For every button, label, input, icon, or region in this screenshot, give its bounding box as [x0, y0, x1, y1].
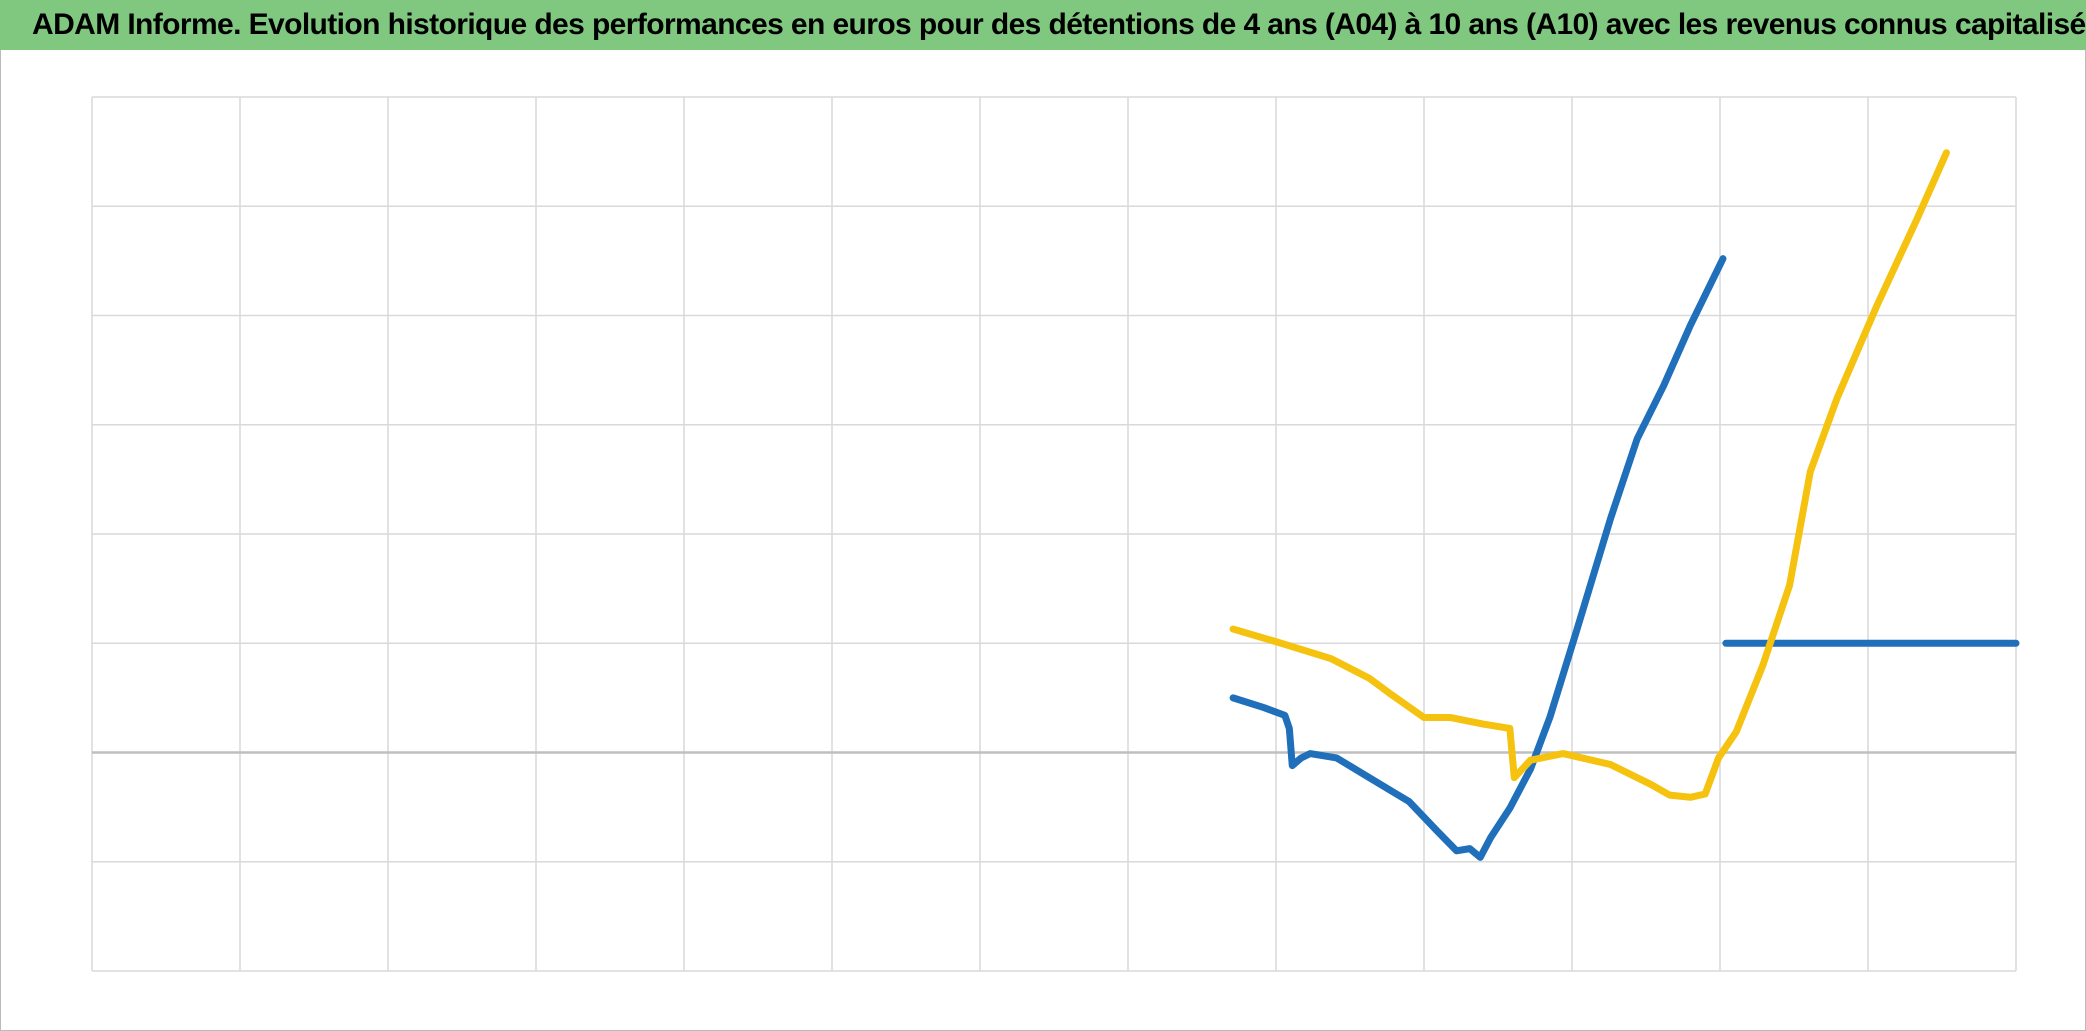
series-line: [1229, 255, 2020, 861]
chart-title: ADAM Informe. Evolution historique des p…: [0, 0, 2086, 50]
series-line: [1229, 149, 1950, 801]
